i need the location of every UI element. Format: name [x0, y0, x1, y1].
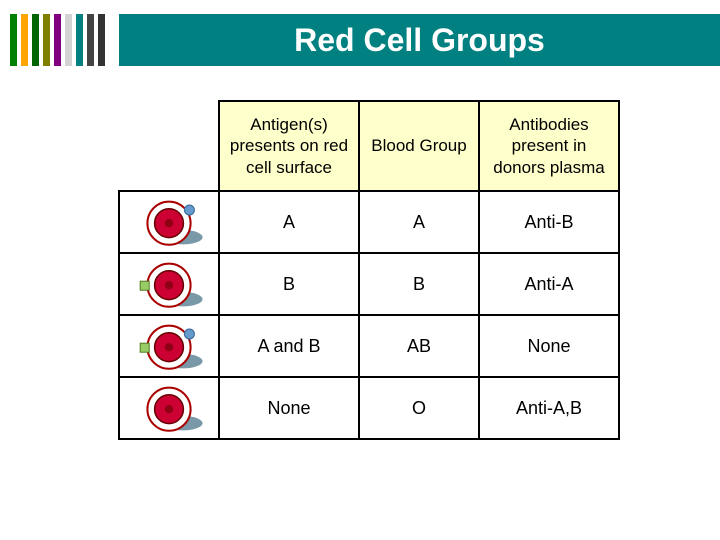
header-stripe [54, 14, 61, 66]
header-stripe [76, 14, 83, 66]
header-stripes [0, 14, 119, 66]
red-cell-icon [120, 316, 218, 376]
antigen-cell: B [219, 253, 359, 315]
red-cell-image-cell [119, 253, 219, 315]
red-cell-icon [120, 378, 218, 438]
antigen-cell: None [219, 377, 359, 439]
antigen-a-icon [184, 205, 194, 215]
blood-group-cell: B [359, 253, 479, 315]
red-cell-image-cell [119, 315, 219, 377]
table-column-header: Antigen(s) presents on red cell surface [219, 101, 359, 191]
header-stripe [87, 14, 94, 66]
red-cell-icon [120, 254, 218, 314]
table-column-header: Blood Group [359, 101, 479, 191]
antibodies-cell: Anti-A [479, 253, 619, 315]
blood-group-cell: O [359, 377, 479, 439]
antigen-cell: A and B [219, 315, 359, 377]
header-stripe [65, 14, 72, 66]
slide-header: Red Cell Groups [0, 14, 720, 66]
blood-group-cell: A [359, 191, 479, 253]
header-stripe [43, 14, 50, 66]
antibodies-cell: Anti-B [479, 191, 619, 253]
blood-group-cell: AB [359, 315, 479, 377]
header-stripe [32, 14, 39, 66]
red-cell-image-cell [119, 191, 219, 253]
header-stripe [10, 14, 17, 66]
slide-title: Red Cell Groups [119, 14, 720, 66]
antigen-b-icon [140, 281, 149, 290]
header-stripe [21, 14, 28, 66]
antigen-b-icon [140, 343, 149, 352]
red-cell-icon [120, 192, 218, 252]
antibodies-cell: None [479, 315, 619, 377]
antigen-a-icon [184, 329, 194, 339]
table-column-header: Antibodies present in donors plasma [479, 101, 619, 191]
blood-groups-table: Antigen(s) presents on red cell surfaceB… [118, 100, 620, 440]
antigen-cell: A [219, 191, 359, 253]
header-stripe [98, 14, 105, 66]
antibodies-cell: Anti-A,B [479, 377, 619, 439]
red-cell-image-cell [119, 377, 219, 439]
